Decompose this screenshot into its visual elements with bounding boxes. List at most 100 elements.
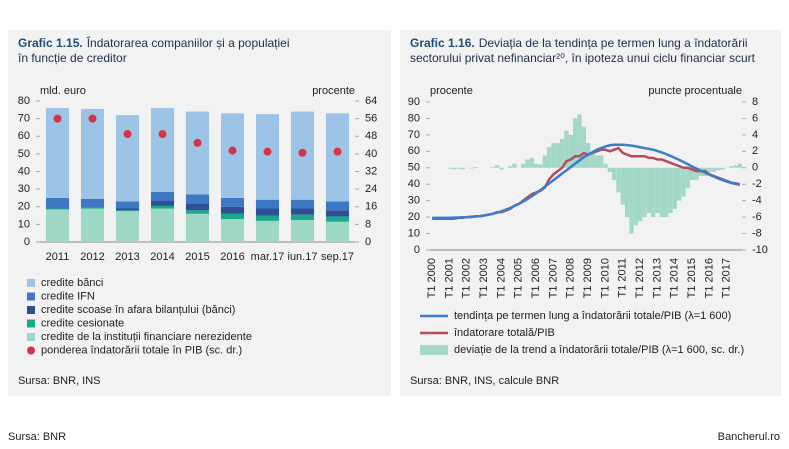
bar	[729, 166, 734, 168]
y2-tick-label: -8	[752, 227, 762, 239]
title-number: Grafic 1.16.	[410, 36, 475, 50]
bar	[80, 207, 105, 209]
y-tick-label: 20	[408, 211, 420, 223]
bar	[45, 209, 70, 242]
y-axis-label: procente	[430, 85, 473, 97]
bar	[150, 200, 175, 206]
title-line: Deviația de la tendința pe termen lung a…	[479, 36, 748, 50]
chart-source: Sursa: BNR, INS	[18, 375, 101, 387]
x-tick-label: 2014	[150, 251, 174, 263]
bar	[185, 210, 210, 214]
x-tick-label: T1 2009	[582, 258, 594, 298]
y-tick-label: 20	[18, 201, 30, 213]
bar	[668, 167, 673, 213]
y-tick-label: 40	[18, 165, 30, 177]
bar	[521, 163, 526, 168]
bar	[711, 167, 716, 172]
y-tick-label: 80	[408, 112, 420, 124]
bar	[45, 108, 70, 198]
bar	[642, 167, 647, 218]
bar	[590, 151, 595, 168]
y-tick-label: 70	[18, 113, 30, 125]
legend-label: credite cesionate	[41, 317, 124, 329]
bar	[325, 113, 350, 202]
y2-tick-label: 16	[365, 201, 377, 213]
y-tick-label: 70	[408, 129, 420, 141]
bar	[290, 214, 315, 220]
panel	[400, 30, 781, 396]
y-tick-label: 60	[408, 145, 420, 157]
bar	[115, 201, 140, 209]
chart-title: în funcție de creditor	[17, 51, 127, 65]
dot	[228, 146, 237, 155]
x-tick-label: T1 2004	[495, 258, 507, 298]
x-tick-label: T1 2016	[703, 258, 715, 298]
y-tick-label: 50	[18, 148, 30, 160]
y2-tick-label: 32	[365, 165, 377, 177]
legend-swatch	[27, 292, 35, 301]
bar	[694, 167, 699, 181]
legend-label: credite bănci	[41, 277, 103, 289]
bar	[451, 167, 456, 170]
y-tick-label: 50	[408, 162, 420, 174]
bar	[508, 166, 513, 168]
x-tick-label: iun.17	[288, 251, 318, 263]
footer-site: Bancherul.ro	[718, 431, 780, 443]
bar	[495, 165, 500, 168]
bar	[290, 199, 315, 209]
bar	[555, 143, 560, 168]
bar	[325, 210, 350, 217]
bar	[716, 167, 721, 171]
bar	[581, 126, 586, 168]
bar	[255, 114, 280, 200]
bar	[599, 155, 604, 168]
bar	[220, 213, 245, 220]
bar	[469, 167, 474, 169]
bar	[220, 113, 245, 198]
bar	[603, 163, 608, 168]
bar	[220, 219, 245, 242]
bar	[685, 167, 690, 189]
y2-tick-label: -10	[752, 244, 768, 256]
dot	[88, 114, 97, 123]
bar	[499, 167, 504, 170]
bar	[633, 167, 638, 226]
bar	[45, 197, 70, 209]
x-tick-label: 2013	[115, 251, 139, 263]
y-tick-label: 90	[408, 96, 420, 108]
bar	[681, 167, 686, 197]
x-tick-label: 2012	[80, 251, 104, 263]
bar	[577, 114, 582, 168]
chart-source: Sursa: BNR, INS, calcule BNR	[410, 375, 559, 387]
bar	[512, 163, 517, 168]
bar	[290, 208, 315, 215]
bar	[150, 191, 175, 201]
y-axis-label: mld. euro	[40, 85, 86, 97]
line	[432, 143, 741, 220]
y2-tick-label: 0	[365, 236, 371, 248]
bar	[325, 201, 350, 211]
bar	[629, 167, 634, 234]
bar	[525, 159, 530, 168]
x-tick-label: T1 2017	[721, 258, 733, 298]
y2-tick-label: 4	[752, 129, 758, 141]
x-tick-label: 2015	[185, 251, 209, 263]
footer-source: Sursa: BNR	[8, 431, 66, 443]
legend-swatch	[27, 306, 35, 314]
y2-axis-label: procente	[312, 85, 355, 97]
bar	[115, 115, 140, 202]
legend-label: credite IFN	[41, 290, 95, 302]
bar	[255, 220, 280, 242]
dot	[263, 147, 272, 156]
bar	[185, 194, 210, 204]
bar	[542, 155, 547, 168]
y2-tick-label: 2	[752, 145, 758, 157]
y-tick-label: 80	[18, 95, 30, 107]
bar	[547, 147, 552, 168]
x-tick-label: T1 2000	[426, 258, 438, 298]
x-tick-label: T1 2008	[565, 258, 577, 298]
bar	[290, 219, 315, 242]
y2-tick-label: 48	[365, 130, 377, 142]
bar	[720, 167, 725, 170]
bar	[456, 167, 461, 169]
